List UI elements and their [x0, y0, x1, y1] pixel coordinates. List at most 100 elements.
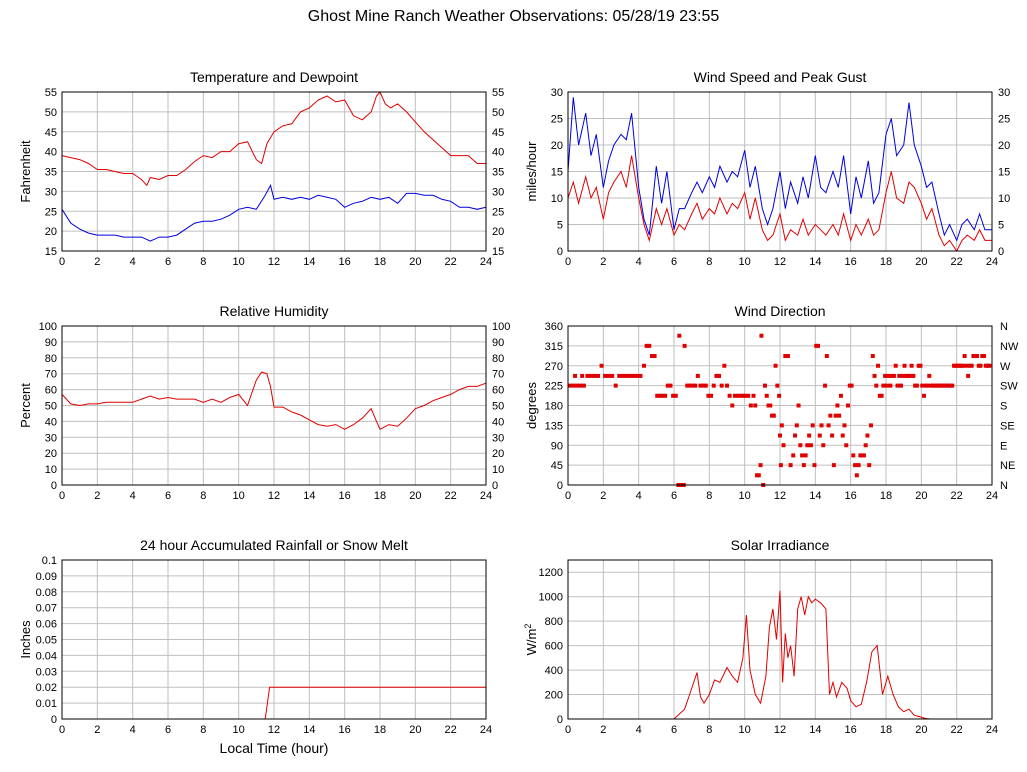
data-point [634, 373, 639, 378]
data-point [730, 403, 735, 408]
x-tick-label: 0 [59, 256, 65, 268]
data-point [717, 373, 722, 378]
y-tick-label: 30 [45, 432, 57, 444]
x-tick-label: 4 [636, 490, 642, 502]
x-tick-label: 24 [480, 724, 492, 736]
x-tick-label: 10 [739, 724, 751, 736]
data-point [581, 383, 586, 388]
x-tick-label: 16 [845, 256, 857, 268]
y-tick-label: 0.08 [36, 587, 57, 599]
data-point [987, 363, 992, 368]
y-tick-label-right: 45 [492, 127, 504, 139]
data-point [578, 383, 583, 388]
y-tick-label: 1000 [539, 592, 563, 604]
data-point [773, 363, 778, 368]
x-tick-label: 8 [200, 256, 206, 268]
chart-rainfall: 24 hour Accumulated Rainfall or Snow Mel… [18, 537, 492, 756]
data-point [613, 383, 618, 388]
data-point [812, 463, 817, 468]
data-point [738, 393, 743, 398]
x-tick-label: 16 [845, 490, 857, 502]
data-point [671, 393, 676, 398]
y-tick-label-right: 0 [492, 480, 498, 492]
y-tick-label: 800 [545, 616, 563, 628]
data-point [603, 373, 608, 378]
data-point [599, 363, 604, 368]
y-tick-label-right: 30 [492, 432, 504, 444]
x-tick-label: 24 [986, 724, 998, 736]
series-points [567, 333, 992, 487]
y-tick-label: 0.1 [42, 555, 57, 567]
data-point [796, 403, 801, 408]
data-point [685, 383, 690, 388]
data-point [706, 393, 711, 398]
data-point [835, 403, 840, 408]
y-tick-label: 55 [45, 87, 57, 99]
data-point [725, 383, 729, 388]
x-tick-label: 4 [636, 256, 642, 268]
data-point [620, 373, 625, 378]
y-tick-label: 70 [45, 369, 57, 381]
data-point [962, 354, 967, 359]
data-point [899, 383, 904, 388]
chart-title: Solar Irradiance [731, 537, 830, 553]
plot-frame [61, 91, 487, 252]
y-tick-label-right: 0 [998, 246, 1004, 258]
x-tick-label: 24 [986, 256, 998, 268]
plot-frame [567, 559, 993, 720]
data-point [838, 393, 843, 398]
series-line-0 [568, 590, 992, 720]
x-tick-label: 0 [565, 256, 571, 268]
y-axis-label: miles/hour [524, 141, 539, 202]
data-point [785, 354, 790, 359]
x-tick-label: 12 [774, 256, 786, 268]
x-tick-label: 6 [165, 490, 171, 502]
compass-tick-label: NE [1000, 460, 1015, 472]
x-tick-label: 18 [880, 490, 892, 502]
y-tick-label-right: 10 [492, 464, 504, 476]
data-point [807, 433, 812, 438]
data-point [966, 373, 971, 378]
x-tick-label: 12 [268, 256, 280, 268]
data-point [921, 393, 926, 398]
data-point [756, 473, 761, 478]
data-point [759, 333, 764, 338]
y-tick-label-right: 55 [492, 87, 504, 99]
data-point [800, 453, 805, 458]
data-point [627, 373, 632, 378]
data-point [846, 403, 851, 408]
x-tick-label: 0 [565, 490, 571, 502]
data-point [815, 343, 820, 348]
compass-tick-label: SW [1000, 381, 1018, 393]
data-point [982, 354, 987, 359]
x-tick-label: 18 [880, 256, 892, 268]
series-line-1 [567, 97, 992, 242]
x-tick-label: 22 [445, 256, 457, 268]
x-tick-label: 20 [409, 256, 421, 268]
data-point [909, 363, 914, 368]
x-tick-label: 18 [374, 724, 386, 736]
series-line-0 [61, 91, 486, 187]
plot-frame [61, 325, 487, 486]
grid [61, 91, 487, 252]
data-point [897, 373, 902, 378]
y-tick-label-right: 40 [492, 147, 504, 159]
series-line-0 [61, 371, 487, 430]
data-point [748, 403, 753, 408]
y-tick-label: 30 [551, 87, 563, 99]
x-tick-label: 8 [200, 490, 206, 502]
y-tick-label: 1200 [539, 567, 563, 579]
data-point [876, 363, 881, 368]
y-tick-label: 15 [551, 167, 563, 179]
x-tick-label: 24 [480, 490, 492, 502]
x-tick-label: 14 [303, 490, 315, 502]
data-point [911, 373, 916, 378]
x-tick-label: 18 [374, 256, 386, 268]
y-tick-label-right: 30 [998, 87, 1010, 99]
x-tick-label: 16 [339, 490, 351, 502]
x-tick-label: 4 [130, 490, 136, 502]
y-tick-label: 400 [545, 665, 563, 677]
data-point [872, 373, 877, 378]
data-point [649, 354, 654, 359]
y-tick-label: 0.09 [36, 571, 57, 583]
